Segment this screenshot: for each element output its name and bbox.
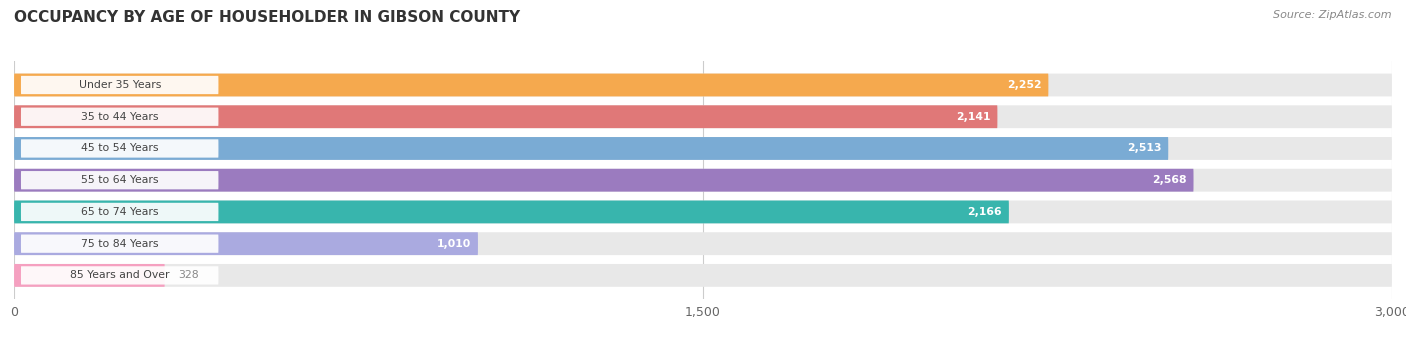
FancyBboxPatch shape xyxy=(14,232,1392,255)
FancyBboxPatch shape xyxy=(14,105,997,128)
Text: 2,513: 2,513 xyxy=(1126,143,1161,153)
FancyBboxPatch shape xyxy=(21,203,218,221)
Text: 45 to 54 Years: 45 to 54 Years xyxy=(82,143,159,153)
Text: 85 Years and Over: 85 Years and Over xyxy=(70,270,170,280)
FancyBboxPatch shape xyxy=(14,73,1392,97)
Text: 2,141: 2,141 xyxy=(956,112,990,122)
Text: 75 to 84 Years: 75 to 84 Years xyxy=(82,239,159,249)
Text: 1,010: 1,010 xyxy=(437,239,471,249)
FancyBboxPatch shape xyxy=(21,235,218,253)
FancyBboxPatch shape xyxy=(14,105,1392,128)
Text: Under 35 Years: Under 35 Years xyxy=(79,80,160,90)
Text: 2,166: 2,166 xyxy=(967,207,1002,217)
Text: 55 to 64 Years: 55 to 64 Years xyxy=(82,175,159,185)
FancyBboxPatch shape xyxy=(14,232,478,255)
FancyBboxPatch shape xyxy=(14,137,1168,160)
FancyBboxPatch shape xyxy=(21,76,218,94)
FancyBboxPatch shape xyxy=(14,201,1010,223)
Text: 2,568: 2,568 xyxy=(1152,175,1187,185)
FancyBboxPatch shape xyxy=(14,264,1392,287)
Text: 328: 328 xyxy=(179,270,200,280)
FancyBboxPatch shape xyxy=(14,137,1392,160)
FancyBboxPatch shape xyxy=(14,73,1049,97)
FancyBboxPatch shape xyxy=(21,107,218,126)
Text: Source: ZipAtlas.com: Source: ZipAtlas.com xyxy=(1274,10,1392,20)
Text: OCCUPANCY BY AGE OF HOUSEHOLDER IN GIBSON COUNTY: OCCUPANCY BY AGE OF HOUSEHOLDER IN GIBSO… xyxy=(14,10,520,25)
FancyBboxPatch shape xyxy=(14,169,1194,192)
FancyBboxPatch shape xyxy=(21,266,218,285)
FancyBboxPatch shape xyxy=(14,264,165,287)
Text: 65 to 74 Years: 65 to 74 Years xyxy=(82,207,159,217)
Text: 2,252: 2,252 xyxy=(1007,80,1042,90)
FancyBboxPatch shape xyxy=(14,201,1392,223)
FancyBboxPatch shape xyxy=(21,139,218,158)
FancyBboxPatch shape xyxy=(14,169,1392,192)
Text: 35 to 44 Years: 35 to 44 Years xyxy=(82,112,159,122)
FancyBboxPatch shape xyxy=(21,171,218,189)
